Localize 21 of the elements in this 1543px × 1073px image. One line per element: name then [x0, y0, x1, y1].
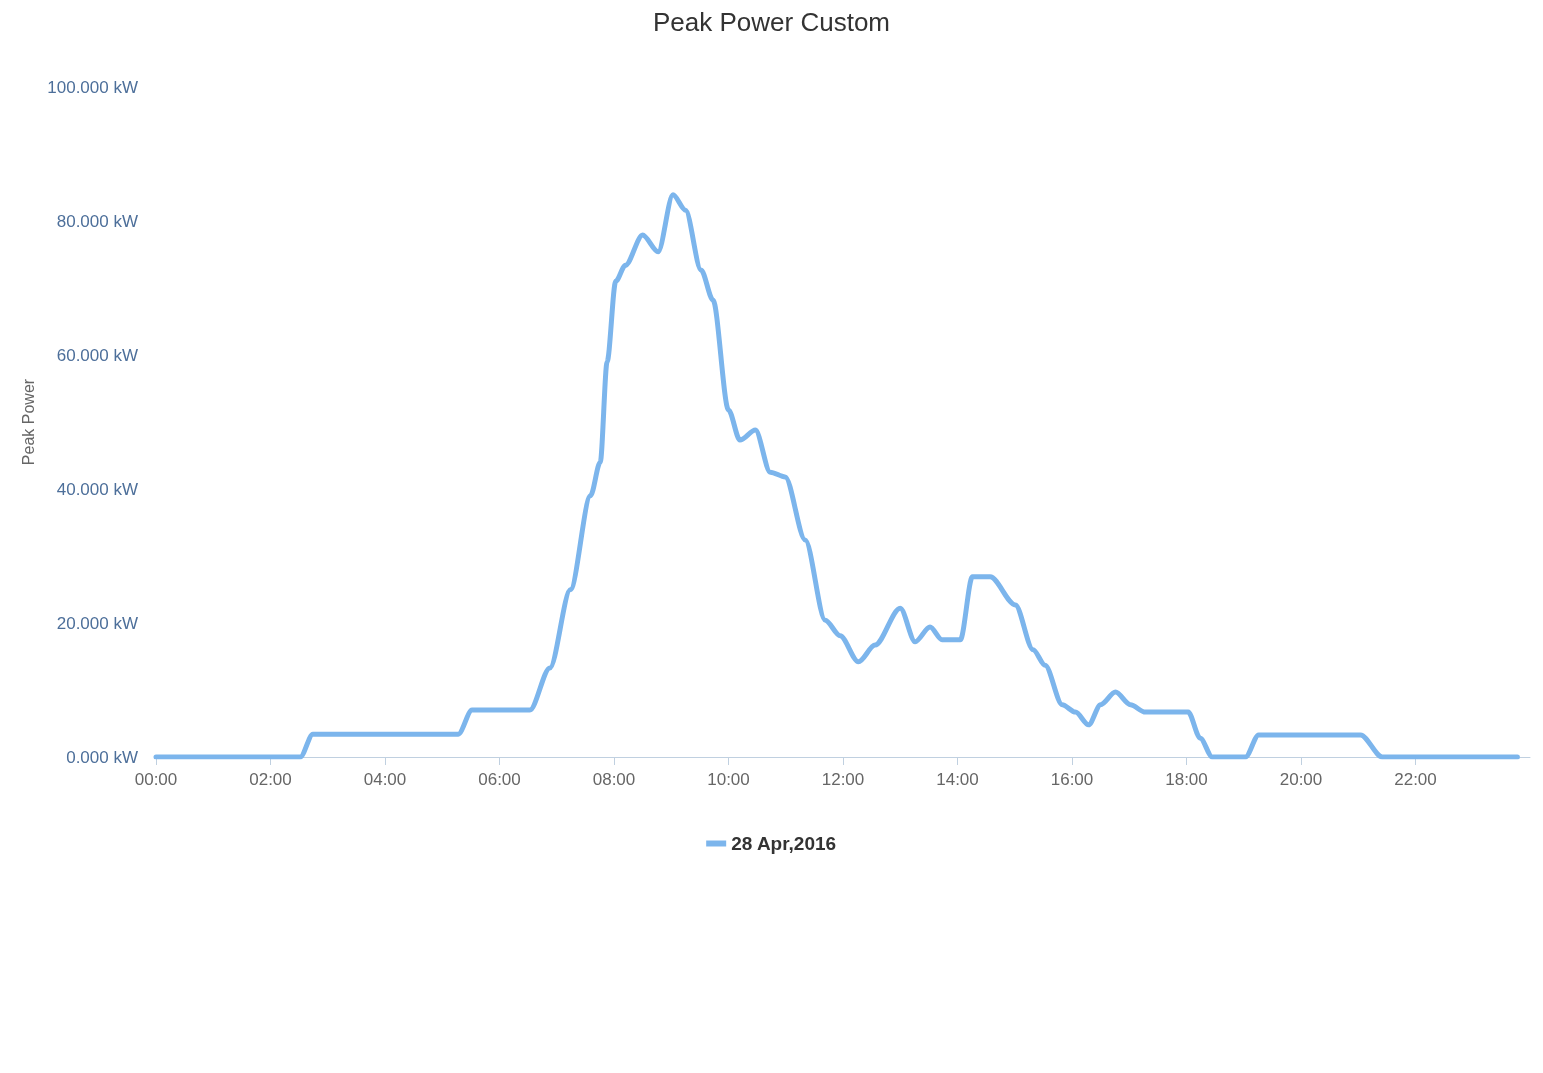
x-tick-label: 08:00 — [592, 770, 636, 789]
y-tick-label: 20.000 kW — [56, 613, 138, 633]
x-tick-label: 12:00 — [821, 770, 865, 789]
x-tick-label: 00:00 — [134, 770, 178, 789]
y-tick-label: 40.000 kW — [56, 479, 138, 499]
x-tick-label: 02:00 — [249, 770, 292, 789]
x-tick-label: 22:00 — [1394, 770, 1437, 789]
x-tick-label: 10:00 — [707, 770, 750, 789]
x-tick-label: 14:00 — [936, 770, 979, 789]
x-tick-label: 06:00 — [478, 770, 521, 789]
x-tick-label: 16:00 — [1050, 770, 1094, 789]
x-tick-label: 20:00 — [1279, 770, 1323, 789]
y-tick-label: 60.000 kW — [56, 345, 138, 365]
y-tick-label: 0.000 kW — [66, 747, 138, 767]
y-tick-label: 100.000 kW — [47, 77, 138, 97]
chart-title: Peak Power Custom — [653, 7, 890, 37]
y-axis-title: Peak Power — [19, 378, 37, 466]
x-tick-label: 18:00 — [1165, 770, 1208, 789]
y-tick-label: 80.000 kW — [56, 211, 138, 231]
x-tick-label: 04:00 — [363, 770, 407, 789]
legend-label: 28 Apr,2016 — [731, 833, 837, 854]
